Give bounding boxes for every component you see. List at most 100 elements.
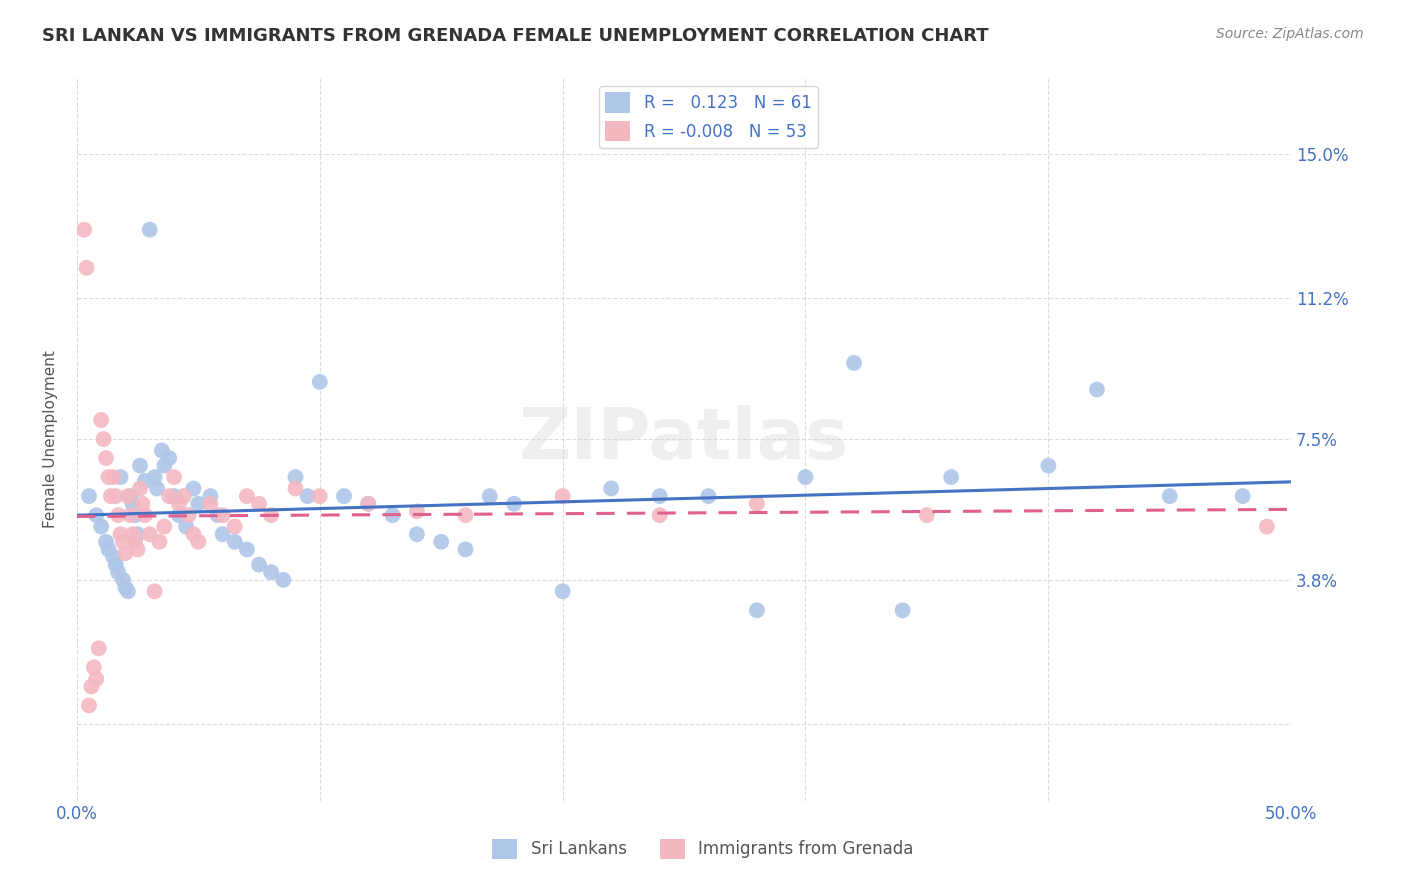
Point <box>93 432 115 446</box>
Point <box>430 534 453 549</box>
Point <box>107 566 129 580</box>
Point <box>90 413 112 427</box>
Point <box>94 534 117 549</box>
Point <box>157 489 180 503</box>
Point <box>134 508 156 523</box>
Point <box>284 482 307 496</box>
Point <box>284 470 307 484</box>
Point <box>73 222 96 236</box>
Point <box>153 519 176 533</box>
Point <box>124 508 146 523</box>
Point <box>1038 458 1060 473</box>
Point <box>146 482 169 496</box>
Point <box>1159 489 1181 503</box>
Point <box>177 508 200 523</box>
Point <box>1232 489 1254 503</box>
Point <box>941 470 963 484</box>
Point <box>157 451 180 466</box>
Point <box>167 497 190 511</box>
Point <box>1085 383 1108 397</box>
Point <box>110 470 132 484</box>
Point <box>84 672 107 686</box>
Point <box>236 542 259 557</box>
Point <box>406 504 429 518</box>
Point <box>842 356 865 370</box>
Point <box>915 508 938 523</box>
Point <box>111 534 134 549</box>
Point <box>224 534 246 549</box>
Point <box>138 222 160 236</box>
Point <box>745 603 768 617</box>
Point <box>224 519 246 533</box>
Point <box>600 482 623 496</box>
Point <box>124 534 146 549</box>
Point <box>200 497 222 511</box>
Point <box>207 508 229 523</box>
Point <box>138 527 160 541</box>
Point <box>1256 519 1278 533</box>
Point <box>167 508 190 523</box>
Point <box>127 527 149 541</box>
Point <box>551 489 574 503</box>
Point <box>117 584 139 599</box>
Point <box>84 508 107 523</box>
Point <box>247 497 270 511</box>
Point <box>260 566 283 580</box>
Point <box>148 534 170 549</box>
Point <box>551 584 574 599</box>
Point <box>77 698 100 713</box>
Point <box>150 443 173 458</box>
Point <box>153 458 176 473</box>
Point <box>333 489 356 503</box>
Point <box>127 542 149 557</box>
Point <box>143 584 166 599</box>
Point <box>247 558 270 572</box>
Point <box>745 497 768 511</box>
Point <box>357 497 380 511</box>
Point <box>200 489 222 503</box>
Point <box>381 508 404 523</box>
Point <box>121 527 143 541</box>
Point <box>308 375 330 389</box>
Point <box>97 542 120 557</box>
Point <box>174 519 197 533</box>
Text: Source: ZipAtlas.com: Source: ZipAtlas.com <box>1216 27 1364 41</box>
Point <box>107 508 129 523</box>
Point <box>297 489 319 503</box>
Point <box>90 519 112 533</box>
Point <box>121 497 143 511</box>
Legend: Sri Lankans, Immigrants from Grenada: Sri Lankans, Immigrants from Grenada <box>485 832 921 866</box>
Point <box>83 660 105 674</box>
Point <box>117 489 139 503</box>
Point <box>163 470 186 484</box>
Point <box>100 489 122 503</box>
Text: ZIPatlas: ZIPatlas <box>519 405 849 474</box>
Point <box>891 603 914 617</box>
Point <box>114 581 136 595</box>
Point <box>163 489 186 503</box>
Point <box>143 470 166 484</box>
Point <box>173 489 195 503</box>
Point <box>478 489 501 503</box>
Point <box>80 680 103 694</box>
Point <box>111 573 134 587</box>
Point <box>794 470 817 484</box>
Point <box>454 542 477 557</box>
Point <box>110 527 132 541</box>
Point <box>131 497 153 511</box>
Point <box>87 641 110 656</box>
Point <box>77 489 100 503</box>
Point <box>134 474 156 488</box>
Point <box>357 497 380 511</box>
Point <box>406 527 429 541</box>
Point <box>236 489 259 503</box>
Point <box>104 489 127 503</box>
Point <box>187 497 209 511</box>
Point <box>187 534 209 549</box>
Legend: R =   0.123   N = 61, R = -0.008   N = 53: R = 0.123 N = 61, R = -0.008 N = 53 <box>599 86 818 148</box>
Text: SRI LANKAN VS IMMIGRANTS FROM GRENADA FEMALE UNEMPLOYMENT CORRELATION CHART: SRI LANKAN VS IMMIGRANTS FROM GRENADA FE… <box>42 27 988 45</box>
Point <box>104 558 127 572</box>
Point <box>211 527 233 541</box>
Point <box>697 489 720 503</box>
Point <box>271 573 294 587</box>
